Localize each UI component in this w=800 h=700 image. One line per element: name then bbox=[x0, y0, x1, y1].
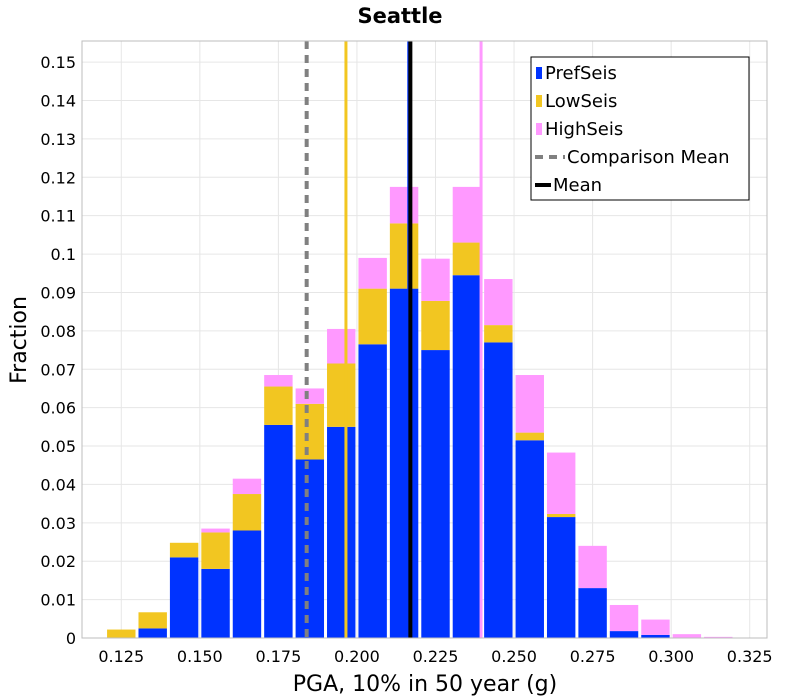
y-tick-label-7: 0.07 bbox=[40, 360, 76, 379]
legend-swatch-lowseis bbox=[536, 95, 542, 107]
x-tick-label-5: 0.250 bbox=[491, 647, 537, 666]
y-tick-label-3: 0.03 bbox=[40, 514, 76, 533]
y-tick-label-14: 0.14 bbox=[40, 92, 76, 111]
bar-highseis-7 bbox=[327, 328, 356, 364]
bar-prefseis-2 bbox=[169, 557, 199, 638]
x-tick-label-2: 0.175 bbox=[255, 647, 301, 666]
x-tick-label-6: 0.275 bbox=[570, 647, 616, 666]
legend-label-mean: Mean bbox=[553, 175, 602, 196]
y-tick-labels: 0 0.01 0.02 0.03 0.04 0.05 0.06 0.07 0.08 0.09 0.1… bbox=[40, 53, 76, 648]
bar-highseis-15 bbox=[578, 545, 607, 589]
y-tick-label-13: 0.13 bbox=[40, 130, 76, 149]
chart-title: Seattle bbox=[357, 4, 442, 28]
y-tick-label-9: 0.09 bbox=[40, 283, 76, 302]
legend: PrefSeis LowSeis HighSeis Comparison Mean Me… bbox=[530, 56, 750, 201]
y-tick-label-1: 0.01 bbox=[40, 591, 76, 610]
bar-highseis-6 bbox=[295, 388, 325, 404]
bar-prefseis-6 bbox=[295, 459, 325, 638]
bar-prefseis-11 bbox=[452, 275, 482, 638]
y-tick-label-6: 0.06 bbox=[40, 399, 76, 418]
bar-prefseis-8 bbox=[358, 344, 387, 638]
y-tick-label-2: 0.02 bbox=[40, 552, 76, 571]
bar-lowseis-8 bbox=[358, 288, 387, 345]
x-tick-labels: 0.125 0.150 0.175 0.200 0.225 0.250 0.275 0.300… bbox=[98, 647, 772, 666]
bar-highseis-8 bbox=[358, 257, 387, 289]
plot-frame bbox=[81, 40, 768, 639]
bar-prefseis-7 bbox=[327, 426, 356, 638]
bar-highseis-17 bbox=[641, 619, 670, 635]
bars bbox=[107, 186, 733, 638]
bar-lowseis-12 bbox=[484, 325, 513, 343]
legend-label-prefseis: PrefSeis bbox=[545, 63, 617, 84]
bar-highseis-11 bbox=[452, 186, 482, 243]
bar-highseis-12 bbox=[484, 279, 513, 326]
bar-prefseis-13 bbox=[515, 440, 544, 638]
legend-label-lowseis: LowSeis bbox=[545, 91, 617, 112]
bar-lowseis-11 bbox=[452, 242, 482, 276]
bar-highseis-19 bbox=[704, 636, 733, 638]
x-tick-label-4: 0.225 bbox=[413, 647, 459, 666]
bar-highseis-3 bbox=[201, 528, 230, 533]
legend-swatch-highseis bbox=[536, 123, 542, 135]
plot-border bbox=[81, 40, 768, 639]
bar-lowseis-1 bbox=[138, 612, 167, 629]
y-tick-label-11: 0.11 bbox=[40, 207, 76, 226]
bar-prefseis-14 bbox=[546, 517, 576, 638]
y-tick-label-5: 0.05 bbox=[40, 437, 76, 456]
mean-lines bbox=[304, 41, 483, 638]
bar-prefseis-3 bbox=[201, 568, 230, 638]
y-tick-label-4: 0.04 bbox=[40, 475, 76, 494]
bar-highseis-18 bbox=[672, 634, 702, 638]
x-tick-label-0: 0.125 bbox=[98, 647, 144, 666]
x-tick-label-3: 0.200 bbox=[334, 647, 380, 666]
bar-lowseis-6 bbox=[295, 403, 325, 460]
bar-highseis-9 bbox=[389, 186, 419, 224]
bar-lowseis-13 bbox=[515, 432, 544, 441]
y-tick-label-15: 0.15 bbox=[40, 53, 76, 72]
x-axis-label: PGA, 10% in 50 year (g) bbox=[293, 672, 557, 697]
bar-highseis-10 bbox=[421, 258, 450, 301]
bar-highseis-14 bbox=[546, 452, 576, 514]
bar-lowseis-10 bbox=[421, 300, 450, 351]
bar-prefseis-1 bbox=[138, 628, 167, 638]
y-tick-label-12: 0.12 bbox=[40, 168, 76, 187]
bar-prefseis-5 bbox=[264, 424, 293, 638]
x-tick-label-1: 0.150 bbox=[177, 647, 223, 666]
legend-label-highseis: HighSeis bbox=[545, 119, 623, 140]
bar-prefseis-12 bbox=[484, 342, 513, 638]
legend-swatch-prefseis bbox=[536, 67, 542, 79]
y-tick-label-0: 0 bbox=[66, 629, 76, 648]
legend-box bbox=[530, 56, 750, 201]
bar-lowseis-2 bbox=[169, 542, 199, 558]
bar-prefseis-10 bbox=[421, 350, 450, 638]
x-tick-label-7: 0.300 bbox=[648, 647, 694, 666]
bar-lowseis-7 bbox=[327, 363, 356, 427]
bar-lowseis-14 bbox=[546, 513, 576, 518]
y-tick-label-8: 0.08 bbox=[40, 322, 76, 341]
bar-prefseis-16 bbox=[609, 631, 639, 638]
bar-lowseis-0 bbox=[107, 629, 136, 638]
bar-highseis-4 bbox=[232, 478, 262, 495]
y-tick-label-10: 0.1 bbox=[51, 245, 76, 264]
bar-lowseis-9 bbox=[389, 223, 419, 289]
bar-prefseis-4 bbox=[232, 530, 262, 638]
bar-lowseis-5 bbox=[264, 386, 293, 425]
legend-label-comparison-mean: Comparison Mean bbox=[567, 147, 730, 168]
bar-prefseis-9 bbox=[389, 288, 419, 638]
bar-lowseis-3 bbox=[201, 532, 230, 569]
bar-highseis-5 bbox=[264, 375, 293, 387]
bar-highseis-16 bbox=[609, 604, 639, 632]
bar-prefseis-15 bbox=[578, 588, 607, 638]
bar-highseis-13 bbox=[515, 375, 544, 433]
bar-lowseis-4 bbox=[232, 494, 262, 531]
y-axis-label: Fraction bbox=[7, 296, 32, 384]
bar-prefseis-17 bbox=[641, 634, 670, 638]
x-tick-label-8: 0.325 bbox=[727, 647, 773, 666]
